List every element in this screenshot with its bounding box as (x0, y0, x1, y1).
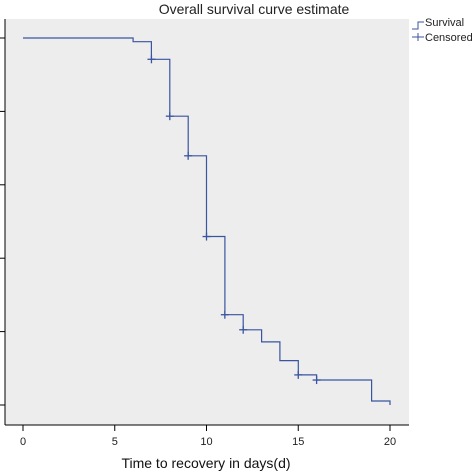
legend-survival-label: Survival (425, 17, 464, 29)
censored-marker (202, 232, 211, 241)
legend: Survival Censored (412, 17, 473, 44)
x-tick-label: 5 (112, 436, 118, 448)
censored-marker (239, 325, 248, 334)
legend-censored-label: Censored (425, 32, 473, 44)
x-axis-label: Time to recovery in days(d) (121, 455, 290, 471)
x-tick-label: 20 (384, 436, 396, 448)
censored-marker (184, 151, 193, 160)
censored-marker (294, 370, 303, 379)
y-axis (0, 19, 6, 425)
censored-marker (147, 55, 156, 64)
censored-marker (165, 112, 174, 121)
x-tick-label: 15 (292, 436, 304, 448)
censored-marker (220, 310, 229, 319)
chart-title: Overall survival curve estimate (159, 1, 350, 17)
x-tick-label: 10 (200, 436, 212, 448)
x-axis: 0 5 10 15 20 (5, 424, 409, 448)
x-tick-label: 0 (20, 436, 26, 448)
censored-marker (312, 376, 321, 385)
legend-survival-swatch (412, 21, 424, 30)
series-layer (23, 37, 391, 405)
